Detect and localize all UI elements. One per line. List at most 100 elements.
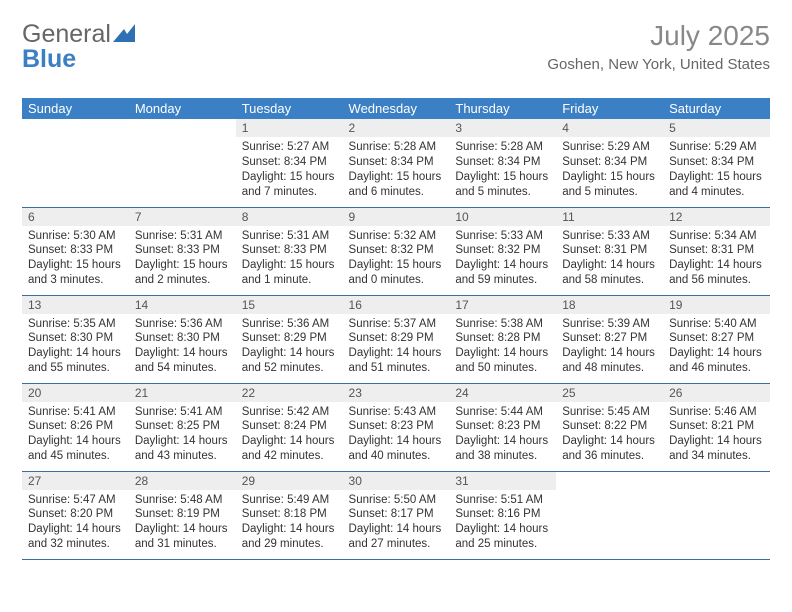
sunrise-line: Sunrise: 5:41 AM: [28, 406, 116, 418]
daylight-line: Daylight: 15 hours and 5 minutes.: [455, 171, 548, 198]
daylight-line: Daylight: 15 hours and 5 minutes.: [562, 171, 655, 198]
day-number: 21: [129, 384, 236, 402]
sunrise-line: Sunrise: 5:27 AM: [242, 141, 330, 153]
calendar-day-cell: 19Sunrise: 5:40 AMSunset: 8:27 PMDayligh…: [663, 295, 770, 383]
day-number: 25: [556, 384, 663, 402]
sunrise-line: Sunrise: 5:36 AM: [135, 318, 223, 330]
day-content: Sunrise: 5:50 AMSunset: 8:17 PMDaylight:…: [343, 490, 450, 557]
day-content: Sunrise: 5:27 AMSunset: 8:34 PMDaylight:…: [236, 137, 343, 204]
calendar-day-cell: 2 Sunrise: 5:28 AM Sunset: 8:34 PM Daylight…: [343, 119, 450, 207]
day-content: Sunrise: 5:41 AMSunset: 8:25 PMDaylight:…: [129, 402, 236, 469]
daylight-line: Daylight: 14 hours and 38 minutes.: [455, 435, 548, 462]
sunset-line: Sunset: 8:30 PM: [135, 332, 220, 344]
sunset-line: Sunset: 8:31 PM: [562, 244, 647, 256]
daylight-line: Daylight: 14 hours and 51 minutes.: [349, 347, 442, 374]
sunset-line: Sunset: 8:33 PM: [135, 244, 220, 256]
day-number: 27: [22, 472, 129, 490]
sunrise-line: Sunrise: 5:51 AM: [455, 494, 543, 506]
day-content: Sunrise: 5:44 AMSunset: 8:23 PMDaylight:…: [449, 402, 556, 469]
day-number: 16: [343, 296, 450, 314]
calendar-day-cell: 11Sunrise: 5:33 AMSunset: 8:31 PMDayligh…: [556, 207, 663, 295]
day-number: 11: [556, 208, 663, 226]
sunrise-line: Sunrise: 5:28 AM: [349, 141, 437, 153]
day-number: 8: [236, 208, 343, 226]
day-head-fri: Friday: [556, 98, 663, 119]
daylight-line: Daylight: 15 hours and 2 minutes.: [135, 259, 228, 286]
logo-text-general: General: [22, 20, 111, 48]
calendar-day-cell: 15Sunrise: 5:36 AMSunset: 8:29 PMDayligh…: [236, 295, 343, 383]
day-head-sun: Sunday: [22, 98, 129, 119]
day-content: Sunrise: 5:31 AMSunset: 8:33 PMDaylight:…: [236, 226, 343, 293]
calendar-day-cell: 1Sunrise: 5:27 AMSunset: 8:34 PMDaylight…: [236, 119, 343, 207]
sunset-line: Sunset: 8:21 PM: [669, 420, 754, 432]
daylight-line: Daylight: 14 hours and 25 minutes.: [455, 523, 548, 550]
day-number: 4: [556, 119, 663, 137]
day-content: Sunrise: 5:38 AMSunset: 8:28 PMDaylight:…: [449, 314, 556, 381]
day-head-tue: Tuesday: [236, 98, 343, 119]
sunrise-line: Sunrise: 5:47 AM: [28, 494, 116, 506]
daylight-line: Daylight: 14 hours and 48 minutes.: [562, 347, 655, 374]
day-content: Sunrise: 5:32 AMSunset: 8:32 PMDaylight:…: [343, 226, 450, 293]
sunrise-line: Sunrise: 5:28 AM: [455, 141, 543, 153]
daylight-line: Daylight: 14 hours and 54 minutes.: [135, 347, 228, 374]
day-number: 10: [449, 208, 556, 226]
day-header-row: Sunday Monday Tuesday Wednesday Thursday…: [22, 98, 770, 119]
sunset-line: Sunset: 8:16 PM: [455, 508, 540, 520]
daylight-line: Daylight: 14 hours and 59 minutes.: [455, 259, 548, 286]
day-number: 5: [663, 119, 770, 137]
day-content: Sunrise: 5:34 AMSunset: 8:31 PMDaylight:…: [663, 226, 770, 293]
day-content: Sunrise: 5:41 AMSunset: 8:26 PMDaylight:…: [22, 402, 129, 469]
sunset-line: Sunset: 8:17 PM: [349, 508, 434, 520]
calendar-day-cell: 10Sunrise: 5:33 AMSunset: 8:32 PMDayligh…: [449, 207, 556, 295]
sunrise-line: Sunrise: 5:49 AM: [242, 494, 330, 506]
daylight-line: Daylight: 15 hours and 6 minutes.: [349, 171, 442, 198]
day-content: Sunrise: 5:47 AMSunset: 8:20 PMDaylight:…: [22, 490, 129, 557]
sunset-line: Sunset: 8:32 PM: [349, 244, 434, 256]
daylight-line: Daylight: 14 hours and 31 minutes.: [135, 523, 228, 550]
calendar-day-cell: 21Sunrise: 5:41 AMSunset: 8:25 PMDayligh…: [129, 383, 236, 471]
day-number: 28: [129, 472, 236, 490]
daylight-line: Daylight: 14 hours and 36 minutes.: [562, 435, 655, 462]
sunset-line: Sunset: 8:34 PM: [669, 156, 754, 168]
day-number: 18: [556, 296, 663, 314]
day-number: 26: [663, 384, 770, 402]
sunset-line: Sunset: 8:34 PM: [242, 156, 327, 168]
sunrise-line: Sunrise: 5:39 AM: [562, 318, 650, 330]
sunrise-line: Sunrise: 5:46 AM: [669, 406, 757, 418]
day-content: Sunrise: 5:43 AMSunset: 8:23 PMDaylight:…: [343, 402, 450, 469]
sunrise-line: Sunrise: 5:41 AM: [135, 406, 223, 418]
day-head-wed: Wednesday: [343, 98, 450, 119]
day-number: 14: [129, 296, 236, 314]
sunset-line: Sunset: 8:23 PM: [455, 420, 540, 432]
calendar-day-cell: 17Sunrise: 5:38 AMSunset: 8:28 PMDayligh…: [449, 295, 556, 383]
logo-text-blue: Blue: [22, 45, 76, 73]
sunset-line: Sunset: 8:34 PM: [349, 156, 434, 168]
sunset-line: Sunset: 8:31 PM: [669, 244, 754, 256]
sunset-line: Sunset: 8:18 PM: [242, 508, 327, 520]
calendar-day-cell: [22, 119, 129, 207]
day-head-sat: Saturday: [663, 98, 770, 119]
sunset-line: Sunset: 8:27 PM: [562, 332, 647, 344]
logo: General Blue: [22, 22, 135, 72]
day-content: Sunrise: 5:29 AMSunset: 8:34 PMDaylight:…: [556, 137, 663, 204]
daylight-line: Daylight: 15 hours and 0 minutes.: [349, 259, 442, 286]
calendar-day-cell: 16Sunrise: 5:37 AMSunset: 8:29 PMDayligh…: [343, 295, 450, 383]
day-content: Sunrise: 5:33 AMSunset: 8:32 PMDaylight:…: [449, 226, 556, 293]
sunset-line: Sunset: 8:34 PM: [455, 156, 540, 168]
sunset-line: Sunset: 8:25 PM: [135, 420, 220, 432]
day-content: Sunrise: 5:35 AMSunset: 8:30 PMDaylight:…: [22, 314, 129, 381]
daylight-line: Daylight: 14 hours and 45 minutes.: [28, 435, 121, 462]
day-content: Sunrise: 5:36 AM Sunset: 8:30 PM Daylight:…: [129, 314, 236, 381]
calendar-day-cell: 6Sunrise: 5:30 AMSunset: 8:33 PMDaylight…: [22, 207, 129, 295]
sunset-line: Sunset: 8:20 PM: [28, 508, 113, 520]
sunrise-line: Sunrise: 5:31 AM: [135, 230, 223, 242]
day-number: 24: [449, 384, 556, 402]
calendar-day-cell: 9Sunrise: 5:32 AMSunset: 8:32 PMDaylight…: [343, 207, 450, 295]
day-content: Sunrise: 5:40 AMSunset: 8:27 PMDaylight:…: [663, 314, 770, 381]
calendar-day-cell: 5Sunrise: 5:29 AMSunset: 8:34 PMDaylight…: [663, 119, 770, 207]
sunset-line: Sunset: 8:27 PM: [669, 332, 754, 344]
sunrise-line: Sunrise: 5:35 AM: [28, 318, 116, 330]
calendar-week-row: 20Sunrise: 5:41 AMSunset: 8:26 PMDayligh…: [22, 383, 770, 471]
day-number: 2: [343, 119, 450, 137]
sunset-line: Sunset: 8:19 PM: [135, 508, 220, 520]
